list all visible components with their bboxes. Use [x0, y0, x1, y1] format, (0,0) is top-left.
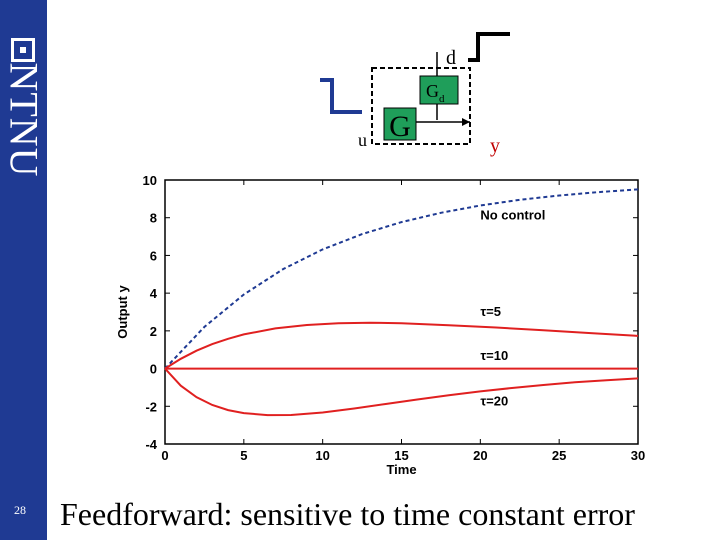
series-line-1 — [164, 321, 639, 370]
disturbance-block-label: Gd — [426, 81, 445, 105]
slide-number: 28 — [14, 503, 26, 517]
y-tick-label: -2 — [145, 399, 157, 414]
output-label: y — [490, 135, 500, 157]
x-tick-label: 15 — [394, 448, 408, 463]
y-tick-label: 4 — [150, 286, 158, 301]
chart: 0 5 10 15 20 25 30 -4 -2 0 2 4 6 8 10 Time Output y No co… — [115, 173, 645, 477]
disturbance-step-icon — [468, 32, 510, 62]
y-tick-label: 0 — [150, 362, 157, 377]
series-annotation: No control — [480, 208, 545, 223]
x-tick-label: 25 — [552, 448, 566, 463]
x-tick-label: 30 — [631, 448, 645, 463]
x-tick-label: 5 — [240, 448, 247, 463]
y-tick-label: -4 — [145, 437, 157, 452]
series-line-3 — [164, 367, 639, 417]
plot-frame — [164, 179, 639, 445]
series-annotation: τ=5 — [480, 304, 501, 319]
y-tick-label: 10 — [143, 173, 157, 188]
slide-caption: Feedforward: sensitive to time constant … — [60, 496, 635, 532]
series-line-0 — [164, 188, 639, 370]
plant-block — [383, 107, 417, 141]
block-diagram: G Gd u d y — [320, 32, 510, 157]
x-tick-label: 10 — [315, 448, 329, 463]
x-axis-label: Time — [386, 462, 416, 477]
series-annotation: τ=10 — [480, 348, 508, 363]
ntnu-logo-icon — [11, 38, 35, 62]
plant-label: G — [389, 110, 411, 143]
process-boundary — [371, 67, 471, 145]
series-annotation: τ=20 — [480, 393, 508, 408]
y-tick-label: 6 — [150, 248, 157, 263]
y-tick-label: 2 — [150, 324, 157, 339]
disturbance-label: d — [446, 47, 456, 69]
x-tick-label: 0 — [161, 448, 168, 463]
input-step-icon — [320, 78, 362, 114]
disturbance-block — [419, 75, 459, 105]
input-label: u — [358, 130, 367, 150]
y-axis-label: Output y — [115, 285, 130, 339]
y-tick-label: 8 — [150, 211, 157, 226]
sidebar: NTNU 28 — [0, 0, 47, 540]
x-tick-label: 20 — [473, 448, 487, 463]
